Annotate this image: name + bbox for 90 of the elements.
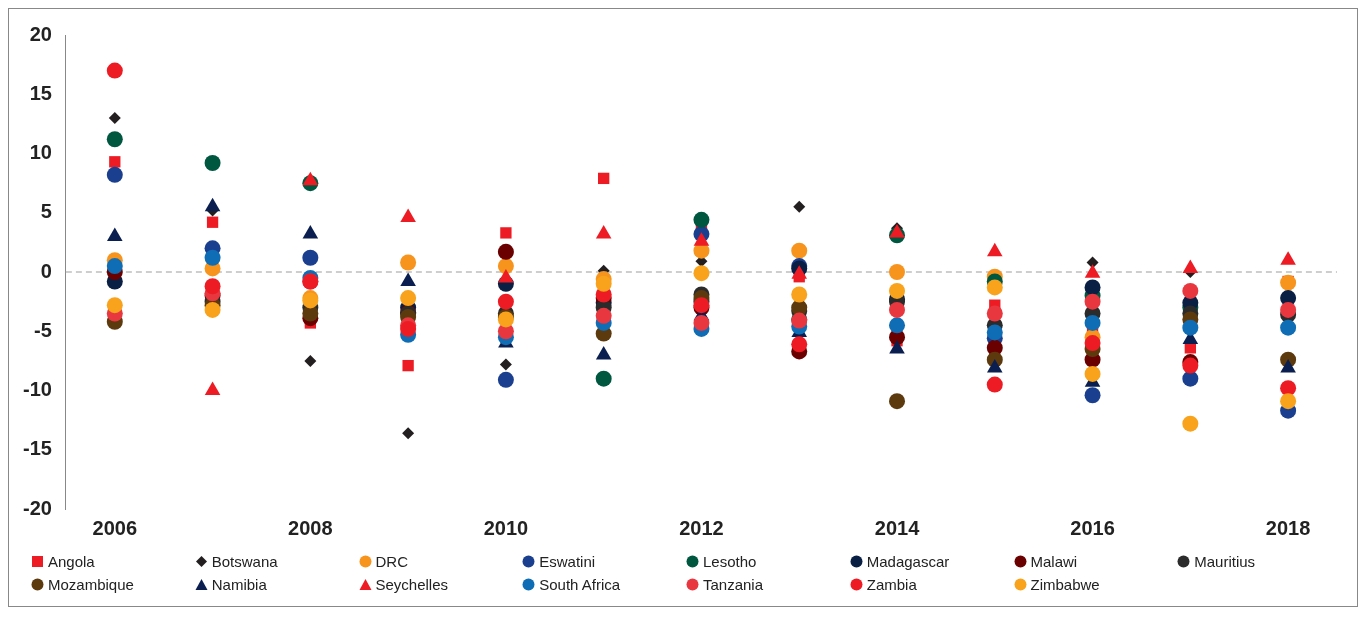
point bbox=[889, 264, 906, 280]
legend-label: Tanzania bbox=[703, 576, 764, 593]
point bbox=[693, 211, 710, 228]
point bbox=[693, 314, 710, 331]
legend-label: Zimbabwe bbox=[1030, 576, 1100, 593]
point bbox=[108, 111, 121, 124]
point bbox=[1182, 415, 1199, 432]
point bbox=[986, 279, 1003, 296]
x-tick-label: 2006 bbox=[92, 516, 138, 539]
point bbox=[500, 227, 512, 239]
point bbox=[497, 293, 514, 310]
point bbox=[1280, 393, 1297, 410]
point bbox=[106, 258, 123, 275]
point bbox=[595, 225, 612, 239]
legend-label: Madagascar bbox=[866, 553, 950, 570]
point bbox=[400, 254, 417, 271]
point bbox=[1084, 387, 1101, 404]
point bbox=[889, 317, 906, 334]
legend-label: Angola bbox=[48, 553, 95, 570]
point bbox=[204, 249, 221, 266]
point bbox=[1280, 301, 1297, 318]
point bbox=[1084, 279, 1101, 296]
point bbox=[986, 376, 1003, 393]
legend-label: Lesotho bbox=[703, 553, 757, 570]
y-tick-label: 20 bbox=[29, 22, 52, 45]
point bbox=[106, 166, 123, 183]
x-tick-label: 2018 bbox=[1265, 516, 1311, 539]
y-tick-label: 10 bbox=[29, 141, 52, 164]
y-tick-label: 5 bbox=[40, 200, 52, 223]
legend-label: Mauritius bbox=[1194, 553, 1256, 570]
point bbox=[1084, 293, 1101, 310]
x-tick-label: 2008 bbox=[288, 516, 333, 539]
point bbox=[1280, 319, 1297, 336]
legend-label: Mozambique bbox=[48, 576, 134, 593]
point bbox=[986, 305, 1003, 322]
point bbox=[204, 154, 221, 171]
point bbox=[986, 324, 1003, 341]
y-tick-label: 15 bbox=[29, 81, 52, 104]
point bbox=[595, 275, 612, 292]
point bbox=[106, 131, 123, 148]
legend-label: Seychelles bbox=[375, 576, 449, 593]
point bbox=[400, 290, 417, 307]
point bbox=[889, 393, 906, 410]
y-tick-label: -5 bbox=[34, 318, 52, 341]
x-tick-label: 2016 bbox=[1070, 516, 1115, 539]
point bbox=[302, 225, 319, 239]
x-tick-label: 2014 bbox=[874, 516, 921, 539]
point bbox=[889, 282, 906, 299]
legend-label: Eswatini bbox=[539, 553, 596, 570]
point bbox=[304, 354, 317, 367]
point bbox=[1280, 380, 1297, 397]
y-tick-label: 0 bbox=[40, 259, 52, 282]
point bbox=[402, 359, 414, 372]
legend-label: Namibia bbox=[211, 576, 267, 593]
point bbox=[109, 156, 121, 168]
point bbox=[402, 427, 415, 440]
x-tick-label: 2012 bbox=[679, 516, 724, 539]
point bbox=[595, 307, 612, 324]
legend-label: DRC bbox=[375, 553, 408, 570]
point bbox=[693, 265, 710, 282]
point bbox=[598, 172, 610, 185]
point bbox=[106, 62, 123, 79]
point bbox=[106, 297, 123, 314]
legend-label: South Africa bbox=[539, 576, 621, 593]
point bbox=[1182, 319, 1199, 336]
point bbox=[1084, 365, 1101, 382]
point bbox=[1084, 314, 1101, 331]
point bbox=[791, 242, 808, 259]
legend-label: Zambia bbox=[866, 576, 917, 593]
legend-label: Botswana bbox=[211, 553, 278, 570]
y-tick-label: -10 bbox=[23, 378, 52, 401]
point bbox=[1182, 282, 1199, 299]
y-tick-label: -20 bbox=[23, 496, 52, 519]
y-tick-label: -15 bbox=[23, 437, 52, 460]
point bbox=[889, 301, 906, 318]
point bbox=[497, 371, 514, 388]
point bbox=[793, 200, 806, 213]
point bbox=[497, 243, 514, 260]
point bbox=[204, 301, 221, 318]
x-tick-label: 2010 bbox=[483, 516, 529, 539]
point bbox=[791, 336, 808, 353]
point bbox=[206, 216, 219, 228]
point bbox=[595, 370, 612, 387]
point bbox=[791, 286, 808, 303]
point bbox=[1084, 335, 1101, 352]
point bbox=[204, 278, 221, 295]
point bbox=[1182, 370, 1199, 387]
point bbox=[499, 358, 512, 371]
legend-label: Malawi bbox=[1030, 553, 1078, 570]
point bbox=[302, 249, 319, 266]
